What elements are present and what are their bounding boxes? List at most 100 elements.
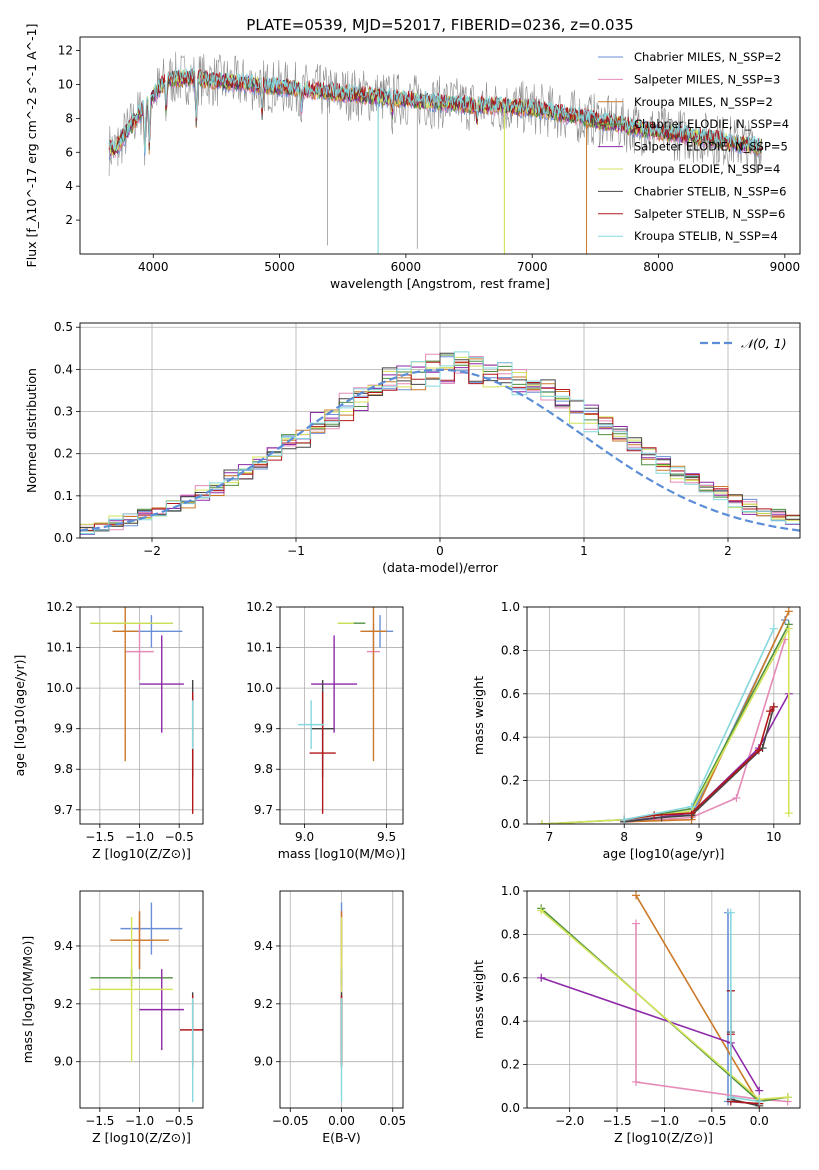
y-tick-label: 0.0 bbox=[501, 1101, 520, 1115]
weight-vs-Z-xlabel: Z [log10(Z/Z⊙)] bbox=[614, 1130, 713, 1145]
weight-vs-Z-frame bbox=[526, 890, 801, 1109]
legend-label: Salpeter ELODIE, N_SSP=5 bbox=[634, 140, 788, 154]
legend-label: Salpeter MILES, N_SSP=3 bbox=[634, 72, 780, 86]
weight-line bbox=[635, 923, 788, 1103]
x-tick-label: −0.5 bbox=[697, 1114, 726, 1128]
weight-line bbox=[624, 693, 790, 823]
x-tick-label: 9 bbox=[695, 830, 703, 844]
legend-label: Chabrier MILES, N_SSP=2 bbox=[634, 50, 781, 64]
x-tick-label: 9000 bbox=[770, 260, 801, 274]
weight-marker bbox=[620, 815, 629, 824]
weight-marker bbox=[784, 624, 793, 633]
x-tick-label: 5000 bbox=[264, 260, 295, 274]
y-tick-label: 10.0 bbox=[46, 681, 73, 695]
legend-label: Chabrier STELIB, N_SSP=6 bbox=[634, 184, 786, 198]
x-tick-label: 8 bbox=[620, 830, 628, 844]
mass-vs-Z-errorbars bbox=[90, 902, 203, 1103]
age-vs-mass-frame bbox=[279, 606, 404, 825]
weight-marker bbox=[632, 891, 641, 900]
weight-marker bbox=[784, 607, 793, 616]
residuals-axes: −2 −1 0 1 2 0.0 0.1 0.2 0.3 0.4 0.5 bbox=[54, 320, 800, 558]
weight-vs-age-frame bbox=[526, 606, 801, 825]
y-tick-label: 9.7 bbox=[54, 803, 73, 817]
weight-marker bbox=[732, 793, 741, 802]
weight-line bbox=[541, 628, 790, 824]
x-tick-label: 4000 bbox=[138, 260, 169, 274]
weight-marker bbox=[537, 906, 546, 915]
weight-marker bbox=[537, 973, 546, 982]
weight-marker bbox=[784, 809, 793, 818]
weight-marker bbox=[783, 1093, 792, 1102]
spectrum-axes: 4000 5000 6000 7000 8000 9000 2 4 6 8 10 12 bbox=[58, 44, 800, 274]
weight-vs-age-ylabel: mass weight bbox=[471, 676, 486, 755]
figure-title: PLATE=0539, MJD=52017, FIBERID=0236, z=0… bbox=[246, 16, 633, 34]
x-tick-label: −1.0 bbox=[125, 1114, 154, 1128]
spectrum-xlabel: wavelength [Angstrom, rest frame] bbox=[330, 276, 550, 291]
age-vs-mass-xlabel: mass [log10(M/M⊙)] bbox=[278, 846, 406, 861]
age-vs-Z-xlabel: Z [log10(Z/Z⊙)] bbox=[92, 846, 191, 861]
weight-vs-Z-lines bbox=[537, 891, 792, 1108]
weight-marker bbox=[769, 624, 778, 633]
weight-line bbox=[730, 912, 760, 1103]
mass-vs-ebv-axes: −0.05 0.00 0.05 9.0 9.2 9.4 bbox=[254, 891, 406, 1128]
weight-marker bbox=[726, 1093, 735, 1102]
mass-vs-Z-ylabel: mass [log10(M/M⊙)] bbox=[20, 936, 35, 1064]
y-tick-label: 1.0 bbox=[501, 884, 520, 898]
weight-line bbox=[624, 610, 790, 823]
x-tick-label: 9.0 bbox=[295, 830, 314, 844]
x-tick-label: 2 bbox=[724, 544, 732, 558]
y-tick-label: 0.6 bbox=[501, 687, 520, 701]
spectrum-ylabel: Flux [f_λ10^-17 erg cm^-2 s^-1 A^-1] bbox=[24, 24, 39, 268]
weight-marker bbox=[755, 1086, 764, 1095]
y-tick-label: 9.4 bbox=[54, 939, 73, 953]
spectrum-model-line bbox=[108, 67, 762, 153]
x-tick-label: 9.5 bbox=[377, 830, 396, 844]
y-tick-label: 10.1 bbox=[46, 641, 73, 655]
weight-marker bbox=[537, 820, 546, 824]
weight-line bbox=[624, 639, 786, 823]
y-tick-label: 9.2 bbox=[54, 997, 73, 1011]
histogram-step bbox=[80, 351, 800, 534]
y-tick-label: 0.5 bbox=[54, 320, 73, 334]
y-tick-label: 10.2 bbox=[246, 600, 273, 614]
y-tick-label: 9.8 bbox=[54, 762, 73, 776]
legend-label: Kroupa ELODIE, N_SSP=4 bbox=[634, 162, 780, 176]
y-tick-label: 10 bbox=[58, 77, 73, 91]
age-vs-Z-axes: −1.5 −1.0 −0.5 9.7 9.8 9.9 10.0 10.1 10.2 bbox=[46, 600, 203, 844]
legend-label: Kroupa MILES, N_SSP=2 bbox=[634, 95, 773, 109]
weight-marker bbox=[650, 811, 659, 820]
legend-label: Kroupa STELIB, N_SSP=4 bbox=[634, 229, 778, 243]
weight-marker bbox=[755, 1097, 764, 1106]
y-tick-label: 0.4 bbox=[501, 1014, 520, 1028]
weight-line bbox=[727, 912, 760, 1105]
x-tick-label: −0.5 bbox=[165, 830, 194, 844]
legend-label: Salpeter STELIB, N_SSP=6 bbox=[634, 207, 785, 221]
weight-marker bbox=[632, 1077, 641, 1086]
y-tick-label: 0.2 bbox=[54, 447, 73, 461]
legend-label: Chabrier ELODIE, N_SSP=4 bbox=[634, 117, 789, 131]
y-tick-label: 10.2 bbox=[46, 600, 73, 614]
mass-vs-ebv-xlabel: E(B-V) bbox=[322, 1130, 361, 1145]
y-tick-label: 4 bbox=[65, 179, 73, 193]
weight-marker bbox=[687, 802, 696, 811]
x-tick-label: 0.0 bbox=[750, 1114, 769, 1128]
y-tick-label: 0.8 bbox=[501, 643, 520, 657]
y-tick-label: 0.2 bbox=[501, 1058, 520, 1072]
x-tick-label: 0.05 bbox=[379, 1114, 406, 1128]
y-tick-label: 0.3 bbox=[54, 405, 73, 419]
weight-vs-age-axes: 7 8 9 10 0.0 0.2 0.4 0.6 0.8 1.0 bbox=[501, 600, 800, 844]
weight-vs-Z-ylabel: mass weight bbox=[471, 960, 486, 1039]
x-tick-label: −1.5 bbox=[85, 830, 114, 844]
y-tick-label: 10.1 bbox=[246, 641, 273, 655]
y-tick-label: 9.9 bbox=[254, 722, 273, 736]
y-tick-label: 9.0 bbox=[254, 1055, 273, 1069]
gaussian-reference-line bbox=[80, 368, 800, 532]
y-tick-label: 9.4 bbox=[254, 939, 273, 953]
y-tick-label: 9.8 bbox=[254, 762, 273, 776]
x-tick-label: 0 bbox=[436, 544, 444, 558]
y-tick-label: 0.4 bbox=[54, 362, 73, 376]
y-tick-label: 0.4 bbox=[501, 730, 520, 744]
x-tick-label: 10 bbox=[766, 830, 781, 844]
weight-vs-age-xlabel: age [log10(age/yr)] bbox=[603, 846, 725, 861]
